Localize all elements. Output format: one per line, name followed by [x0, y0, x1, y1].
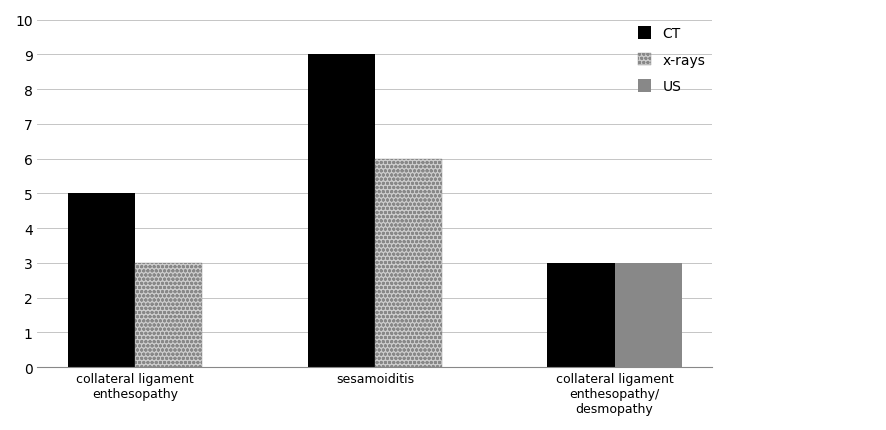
- Bar: [614, 263, 681, 367]
- Bar: [307, 55, 375, 367]
- Bar: [135, 263, 202, 367]
- Legend: CT, x-rays, US: CT, x-rays, US: [637, 28, 704, 94]
- Bar: [375, 159, 441, 367]
- Bar: [68, 194, 135, 367]
- Bar: [547, 263, 614, 367]
